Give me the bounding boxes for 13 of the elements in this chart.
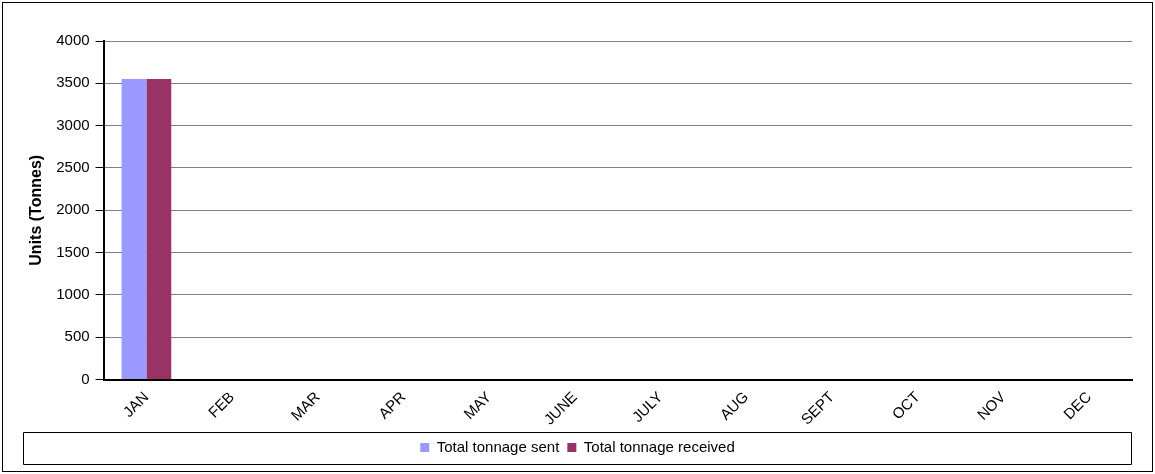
y-tick-label: 0 bbox=[81, 369, 90, 387]
y-tick-label: 500 bbox=[64, 327, 90, 345]
y-tick-label: 3000 bbox=[56, 115, 90, 133]
y-tick-label: 4000 bbox=[56, 31, 90, 49]
y-tick-label: 3500 bbox=[56, 73, 90, 91]
y-tick-label: 2000 bbox=[56, 200, 90, 218]
y-tick-label: 1000 bbox=[56, 285, 90, 303]
y-tick-label: 2500 bbox=[56, 158, 90, 176]
y-tick-label: 1500 bbox=[56, 242, 90, 260]
y-axis-title: Units (Tonnes) bbox=[27, 154, 45, 266]
x-tick-label: FEB bbox=[204, 387, 238, 421]
legend-label: Total tonnage sent bbox=[436, 437, 561, 455]
legend-label: Total tonnage received bbox=[583, 437, 735, 455]
